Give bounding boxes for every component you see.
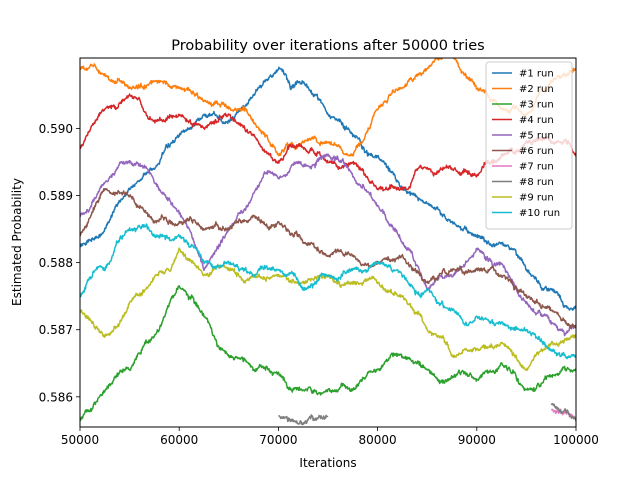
legend-label: #7 run: [519, 162, 554, 173]
y-tick-label: 0.587: [39, 323, 73, 337]
series-line: [80, 66, 576, 311]
x-tick-label: 50000: [61, 433, 99, 447]
legend-label: #4 run: [519, 115, 554, 126]
y-tick-label: 0.590: [39, 122, 73, 136]
x-tick-label: 100000: [553, 433, 599, 447]
series-line: [80, 153, 576, 337]
legend-label: #8 run: [519, 177, 554, 188]
series-line: [278, 414, 329, 426]
legend-label: #9 run: [519, 193, 554, 204]
legend-label: #3 run: [519, 100, 554, 111]
y-tick-label: 0.588: [39, 256, 73, 270]
legend-label: #10 run: [519, 208, 560, 219]
x-axis-label: Iterations: [299, 456, 356, 470]
x-tick-label: 60000: [160, 433, 198, 447]
series-line: [550, 408, 576, 419]
series-line: [80, 247, 576, 371]
series-line: [550, 402, 576, 422]
y-tick-label: 0.586: [39, 390, 73, 404]
legend: #1 run #2 run #3 run #4 run #5 run #6 run #7 r…: [485, 61, 573, 230]
legend-label: #1 run: [519, 69, 554, 80]
x-tick-label: 90000: [458, 433, 496, 447]
y-axis-label: Estimated Probability: [10, 178, 24, 306]
legend-label: #2 run: [519, 84, 554, 95]
x-tick-label: 80000: [359, 433, 397, 447]
chart-title: Probability over iterations after 50000 …: [171, 38, 484, 54]
legend-label: #5 run: [519, 131, 554, 142]
series-layer: [80, 58, 576, 426]
x-tick-label: 70000: [259, 433, 297, 447]
x-axis: 50000 60000 70000 80000 90000 100000: [61, 427, 599, 447]
legend-label: #6 run: [519, 146, 554, 157]
series-line: [80, 285, 576, 422]
series-line: [80, 223, 576, 360]
plot-frame: [79, 57, 577, 428]
y-axis: 0.586 0.587 0.588 0.589 0.590: [39, 122, 80, 404]
series-line: [80, 188, 576, 329]
y-tick-label: 0.589: [39, 189, 73, 203]
